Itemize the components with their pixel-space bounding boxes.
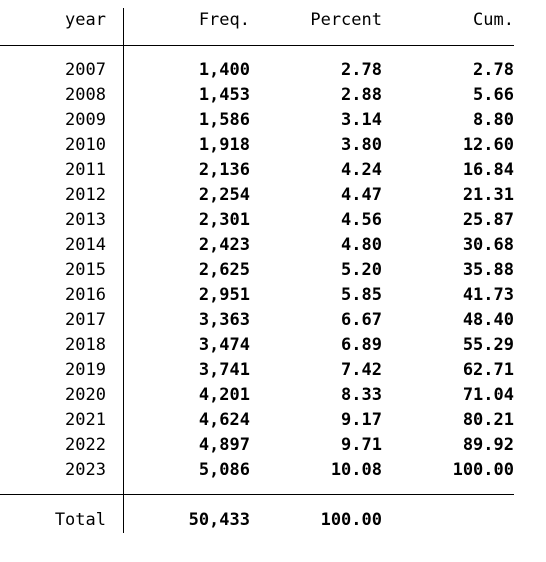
table-cell-percent: 6.89 (341, 335, 382, 355)
table-cell-percent: 3.14 (341, 110, 382, 130)
table-cell-freq: 2,423 (198, 235, 250, 255)
table-cell-freq: 3,474 (198, 335, 250, 355)
table-cell-year: 2008 (65, 85, 106, 105)
table-cell-cum: 55.29 (462, 335, 514, 355)
table-cell-freq: 1,586 (198, 110, 250, 130)
table-cell-percent: 9.17 (341, 410, 382, 430)
table-cell-freq: 3,363 (198, 310, 250, 330)
table-cell-cum: 71.04 (462, 385, 514, 405)
header-divider (0, 45, 514, 46)
table-cell-percent: 5.85 (341, 285, 382, 305)
table-cell-year: 2014 (65, 235, 106, 255)
table-cell-percent: 4.80 (341, 235, 382, 255)
total-percent: 100.00 (320, 510, 382, 530)
table-cell-percent: 4.47 (341, 185, 382, 205)
table-cell-cum: 30.68 (462, 235, 514, 255)
table-cell-freq: 1,453 (198, 85, 250, 105)
table-cell-percent: 5.20 (341, 260, 382, 280)
table-cell-freq: 2,136 (198, 160, 250, 180)
table-cell-cum: 21.31 (462, 185, 514, 205)
table-cell-year: 2022 (65, 435, 106, 455)
table-cell-percent: 10.08 (330, 460, 382, 480)
table-cell-percent: 8.33 (341, 385, 382, 405)
table-cell-freq: 2,951 (198, 285, 250, 305)
table-cell-year: 2007 (65, 60, 106, 80)
header-percent: Percent (310, 10, 382, 30)
table-cell-percent: 6.67 (341, 310, 382, 330)
header-freq: Freq. (198, 10, 250, 30)
table-cell-year: 2010 (65, 135, 106, 155)
table-cell-cum: 5.66 (473, 85, 514, 105)
table-cell-year: 2016 (65, 285, 106, 305)
table-cell-year: 2018 (65, 335, 106, 355)
table-cell-year: 2019 (65, 360, 106, 380)
header-cum: Cum. (473, 10, 514, 30)
table-cell-percent: 2.78 (341, 60, 382, 80)
table-cell-freq: 2,254 (198, 185, 250, 205)
column-divider (123, 8, 124, 533)
table-cell-cum: 48.40 (462, 310, 514, 330)
table-cell-freq: 3,741 (198, 360, 250, 380)
table-cell-cum: 16.84 (462, 160, 514, 180)
header-year: year (65, 10, 106, 30)
table-cell-freq: 2,625 (198, 260, 250, 280)
table-cell-cum: 12.60 (462, 135, 514, 155)
table-cell-cum: 89.92 (462, 435, 514, 455)
table-cell-percent: 4.24 (341, 160, 382, 180)
table-cell-cum: 2.78 (473, 60, 514, 80)
table-cell-year: 2023 (65, 460, 106, 480)
table-cell-year: 2013 (65, 210, 106, 230)
table-cell-year: 2009 (65, 110, 106, 130)
table-cell-cum: 62.71 (462, 360, 514, 380)
table-cell-freq: 5,086 (198, 460, 250, 480)
table-cell-cum: 100.00 (452, 460, 514, 480)
table-cell-freq: 4,897 (198, 435, 250, 455)
table-cell-percent: 2.88 (341, 85, 382, 105)
total-label: Total (54, 510, 106, 530)
table-cell-year: 2015 (65, 260, 106, 280)
total-divider (0, 494, 514, 495)
table-cell-year: 2021 (65, 410, 106, 430)
table-cell-percent: 7.42 (341, 360, 382, 380)
table-cell-cum: 80.21 (462, 410, 514, 430)
total-freq: 50,433 (188, 510, 250, 530)
table-cell-percent: 4.56 (341, 210, 382, 230)
table-cell-cum: 35.88 (462, 260, 514, 280)
table-cell-year: 2020 (65, 385, 106, 405)
table-cell-cum: 41.73 (462, 285, 514, 305)
table-cell-freq: 4,624 (198, 410, 250, 430)
table-cell-year: 2011 (65, 160, 106, 180)
table-cell-percent: 3.80 (341, 135, 382, 155)
table-cell-cum: 25.87 (462, 210, 514, 230)
table-cell-year: 2017 (65, 310, 106, 330)
table-cell-freq: 4,201 (198, 385, 250, 405)
table-cell-freq: 1,918 (198, 135, 250, 155)
table-cell-freq: 2,301 (198, 210, 250, 230)
table-cell-percent: 9.71 (341, 435, 382, 455)
table-cell-year: 2012 (65, 185, 106, 205)
table-cell-freq: 1,400 (198, 60, 250, 80)
table-cell-cum: 8.80 (473, 110, 514, 130)
